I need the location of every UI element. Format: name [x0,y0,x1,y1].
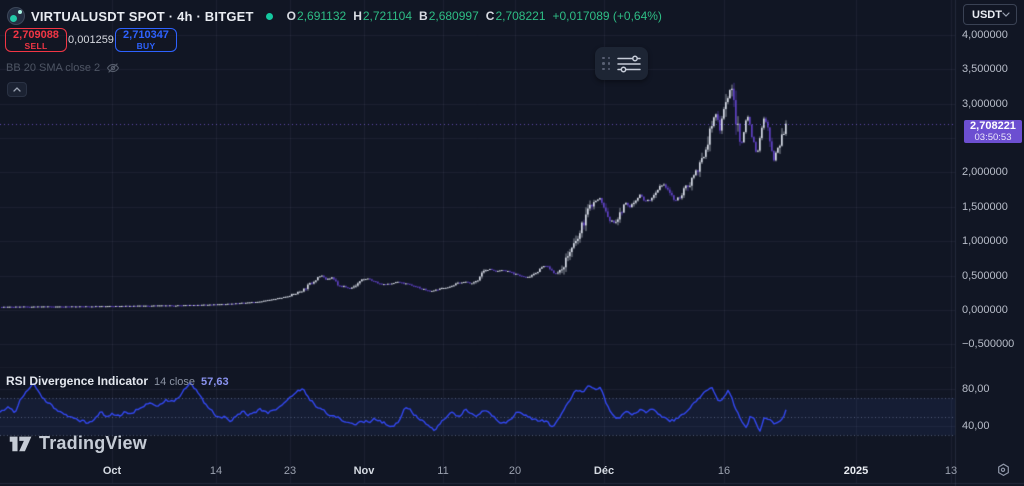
time-scale-label: Nov [353,465,375,477]
last-price-value: 2,708221 [970,119,1016,132]
time-scale-label: 14 [209,465,223,477]
trade-buttons: 2,709088 SELL 0,001259 2,710347 BUY [5,28,177,52]
currency-label: USDT [972,8,1002,21]
time-scale-label: 2025 [843,465,869,477]
time-scale-label: Déc [593,465,615,477]
price-scale-label: 0,000000 [962,304,1008,316]
low-label: B [419,9,428,23]
chevron-down-icon [1002,12,1010,17]
price-scale-label: 3,500000 [962,63,1008,76]
buy-label: BUY [136,40,156,51]
spread-value: 0,001259 [68,34,114,46]
close-label: C [485,9,495,23]
last-price-label: 2,708221 03:50:53 [964,120,1022,143]
price-scale-label: 4,000000 [962,28,1008,41]
collapse-legend-button[interactable] [7,82,27,97]
close-value: 2,708221 [495,9,546,23]
market-status-dot-icon [265,12,273,20]
buy-button[interactable]: 2,710347 BUY [115,28,177,52]
indicator-label: BB 20 SMA close 2 [6,62,101,74]
time-scale-label: 16 [717,465,731,477]
price-scale-label: 1,500000 [962,200,1008,213]
rsi-params: 14 close [154,376,196,388]
sell-label: SELL [24,40,48,51]
indicator-legend: BB 20 SMA close 2 [6,61,120,75]
rsi-title: RSI Divergence Indicator [6,374,149,388]
price-scale-currency-button[interactable]: USDT [963,4,1017,25]
time-scale-label: Oct [102,465,122,477]
ohlc-values: O 2,691132 H 2,721104 B 2,680997 C 2,708221 … [287,9,662,23]
rsi-legend: RSI Divergence Indicator 14 close 57,63 [6,374,229,388]
price-scale-label: 2,000000 [962,166,1008,179]
pane-floating-toolbar [595,47,648,80]
price-scale-label: 1,000000 [962,235,1008,248]
drag-handle-icon[interactable] [602,56,611,71]
rsi-scale-label: 40,00 [962,420,990,432]
symbol-logo-icon [7,7,25,25]
open-value: 2,691132 [297,9,347,23]
eye-hidden-icon[interactable] [106,62,120,74]
symbol-title[interactable]: VIRTUALUSDT SPOT · 4h · BITGET [31,8,254,24]
low-value: 2,680997 [428,9,479,23]
sell-button[interactable]: 2,709088 SELL [5,28,67,52]
high-value: 2,721104 [362,9,413,23]
rsi-scale-label: 80,00 [962,383,990,395]
chart-settings-gear-icon[interactable] [995,462,1011,483]
time-scale-label: 13 [944,465,958,477]
time-scale-label: 11 [437,465,449,477]
price-scale-label: −0,500000 [962,338,1015,351]
price-scale-label: 3,000000 [962,97,1008,110]
buy-price: 2,710347 [123,28,169,41]
time-scale-label: 20 [508,465,522,477]
price-scale-label: 0,500000 [962,269,1008,282]
high-label: H [353,9,362,23]
indicator-settings-icon[interactable] [616,55,641,73]
rsi-value: 57,63 [201,376,229,388]
sell-price: 2,709088 [13,28,59,41]
candle-countdown: 03:50:53 [974,131,1012,143]
open-label: O [286,9,297,23]
change-value: +0,017089 (+0,64%) [552,9,662,23]
symbol-legend: VIRTUALUSDT SPOT · 4h · BITGET O 2,691132… [7,6,662,26]
time-scale-label: 23 [283,465,297,477]
